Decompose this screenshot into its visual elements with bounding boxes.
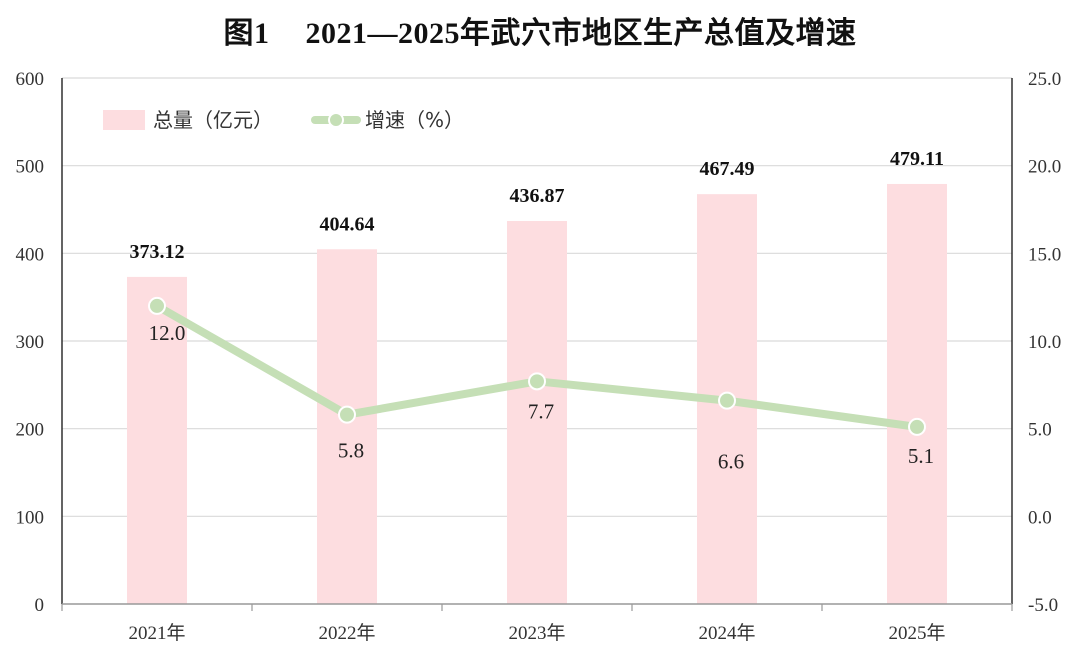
- y-left-tick-label: 0: [35, 595, 45, 616]
- y-right-tick-label: 10.0: [1028, 332, 1061, 353]
- bars: [127, 183, 947, 605]
- bar: [317, 249, 377, 604]
- growth-point: [148, 296, 166, 315]
- growth-value-label: 6.6: [718, 450, 744, 474]
- growth-value-label: 5.1: [908, 444, 934, 468]
- growth-point: [718, 391, 736, 410]
- x-tick-label: 2023年: [508, 622, 565, 644]
- bar-value-label: 436.87: [510, 185, 565, 207]
- y-right-tick-label: -5.0: [1028, 595, 1058, 616]
- bar-value-label: 373.12: [130, 241, 185, 263]
- figure-number: 图1: [223, 17, 270, 50]
- bar-value-label: 404.64: [320, 213, 375, 235]
- growth-point: [908, 417, 926, 436]
- y-left-tick-label: 300: [16, 332, 45, 353]
- growth-line: [148, 296, 926, 436]
- legend: 总量（亿元） 增速（%）: [103, 108, 464, 132]
- growth-point: [528, 372, 546, 391]
- legend-label-bar: 总量（亿元）: [153, 108, 273, 132]
- title-text: 2021—2025年武穴市地区生产总值及增速: [305, 17, 857, 50]
- y-right-tick-label: 5.0: [1028, 420, 1052, 441]
- y-right-tick-label: 0.0: [1028, 507, 1052, 528]
- legend-swatch-bar: [103, 110, 145, 130]
- bar: [887, 183, 947, 605]
- bar-value-label: 479.11: [890, 148, 944, 170]
- x-tick-label: 2024年: [698, 622, 755, 644]
- y-right-tick-label: 15.0: [1028, 244, 1061, 265]
- x-tick-label: 2025年: [888, 622, 945, 644]
- y-right-tick-label: 25.0: [1028, 69, 1061, 90]
- bar: [507, 221, 567, 605]
- y-left-tick-label: 400: [16, 244, 45, 265]
- x-tick-label: 2022年: [318, 622, 375, 644]
- bar-value-label: 467.49: [700, 158, 755, 180]
- growth-value-label: 7.7: [528, 399, 554, 423]
- y-left-tick-label: 500: [16, 157, 45, 178]
- legend-marker-line: [328, 112, 344, 128]
- data-labels: 373.12 404.64 436.87 467.49 479.11 12.0 5.8 7.7…: [130, 148, 944, 474]
- y-left-tick-label: 200: [16, 420, 45, 441]
- y-left-tick-label: 100: [16, 507, 45, 528]
- bar: [127, 276, 187, 604]
- axes: 0 100 200 300 400 500 600 -5.0 0.0 5.0 10.0 15.0 20.…: [16, 69, 1062, 644]
- y-right-tick-label: 20.0: [1028, 157, 1061, 178]
- growth-value-label: 5.8: [338, 439, 364, 463]
- legend-label-line: 增速（%）: [365, 108, 464, 132]
- y-left-tick-label: 600: [16, 69, 45, 90]
- growth-point: [338, 405, 356, 424]
- x-tick-label: 2021年: [128, 622, 185, 644]
- growth-value-label: 12.0: [149, 321, 186, 345]
- chart-title: 图1 2021—2025年武穴市地区生产总值及增速: [0, 8, 1080, 52]
